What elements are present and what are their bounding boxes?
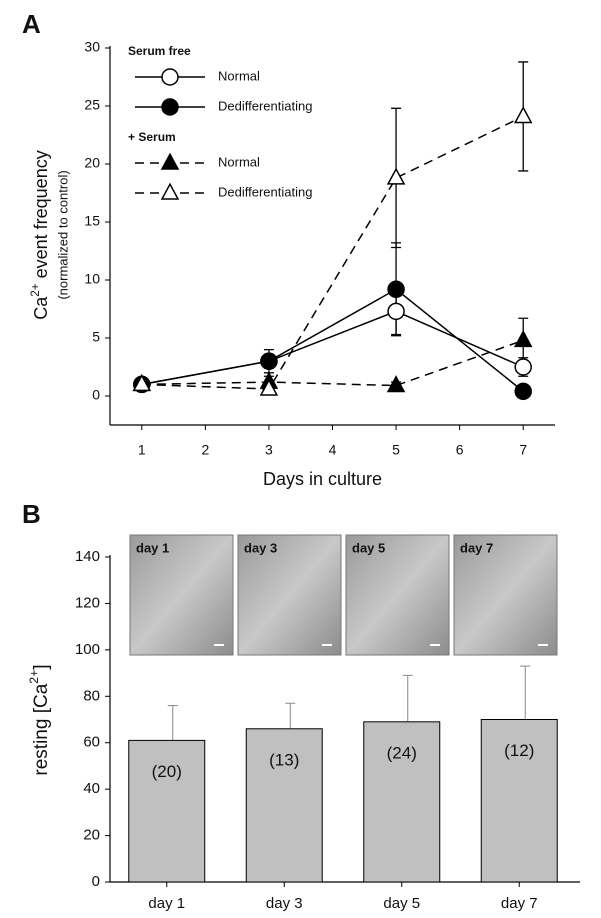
y-tick-label: 30 (84, 39, 100, 55)
scale-bar (430, 644, 440, 646)
y-tick-label: 140 (75, 548, 100, 565)
bar-n-label: (20) (152, 762, 182, 781)
y-tick-label: 15 (84, 213, 100, 229)
legend-label: Dedifferentiating (218, 184, 312, 199)
scale-bar (538, 644, 548, 646)
bar (245, 728, 323, 883)
x-tick-label: 2 (201, 442, 209, 458)
y-axis-title-part: ] (31, 664, 52, 669)
y-tick-label: 100 (75, 641, 100, 658)
series-line (141, 339, 524, 387)
y-axis-title-part: 2+ (27, 670, 41, 684)
y-tick-label: 25 (84, 97, 100, 113)
series-line (141, 288, 524, 392)
bar (363, 721, 441, 883)
x-tick-label: 4 (329, 442, 337, 458)
inset-label: day 7 (460, 540, 493, 555)
data-point (514, 358, 532, 376)
bar (128, 739, 206, 883)
panel-label: B (22, 499, 41, 529)
x-tick-label: 1 (138, 442, 146, 458)
y-axis-title-text: Ca2+ event frequency (29, 150, 51, 319)
y-axis-title: resting [Ca2+] (27, 664, 52, 775)
inset-image (345, 534, 450, 656)
data-point (132, 374, 152, 392)
y-tick-label: 0 (92, 873, 100, 890)
y-axis-title: Ca2+ event frequency (29, 150, 51, 319)
data-point (513, 106, 533, 124)
y-axis-note-text: (normalized to control) (55, 170, 70, 299)
y-axis-title-text: resting [Ca2+] (27, 664, 52, 775)
scale-bar (322, 644, 332, 646)
bar-n-label: (13) (269, 750, 299, 769)
bar-n-label: (24) (387, 743, 417, 762)
data-point (259, 378, 279, 396)
y-tick-label: 60 (83, 734, 100, 751)
x-tick-label: day 7 (501, 895, 538, 912)
y-axis-title-part: 2+ (29, 283, 42, 297)
panel-label: A (22, 9, 41, 39)
legend-marker (161, 98, 179, 116)
y-tick-label: 0 (92, 387, 100, 403)
y-tick-label: 80 (83, 687, 100, 704)
data-point (386, 167, 406, 185)
y-axis-title-part: event frequency (31, 150, 51, 283)
inset-label: day 3 (244, 540, 277, 555)
legend-marker (160, 152, 180, 170)
inset-image (129, 534, 234, 656)
y-tick-label: 120 (75, 594, 100, 611)
y-axis-title-part: resting [Ca (31, 683, 52, 775)
legend-group-title: Serum free (128, 44, 191, 58)
data-point (514, 382, 532, 401)
x-tick-label: day 5 (383, 895, 420, 912)
data-point (386, 375, 406, 393)
y-tick-label: 20 (84, 155, 100, 171)
legend-label: Normal (218, 154, 260, 169)
legend-marker (161, 68, 179, 86)
y-axis-title-part: Ca (31, 296, 51, 320)
data-point (260, 352, 278, 370)
data-point (513, 329, 533, 348)
data-point (387, 302, 405, 321)
x-tick-label: 3 (265, 442, 273, 458)
series-line (141, 115, 524, 390)
inset-label: day 5 (352, 540, 385, 555)
x-tick-label: day 1 (148, 895, 185, 912)
y-tick-label: 10 (84, 271, 100, 287)
y-tick-label: 40 (83, 780, 100, 797)
x-axis-title: Days in culture (263, 469, 382, 489)
data-point (387, 280, 405, 299)
legend-group-title: + Serum (128, 130, 176, 144)
inset-label: day 1 (136, 540, 169, 555)
x-tick-label: 7 (519, 442, 527, 458)
legend-label: Dedifferentiating (218, 98, 312, 113)
x-tick-label: day 3 (266, 895, 303, 912)
scale-bar (214, 644, 224, 646)
y-tick-label: 20 (83, 827, 100, 844)
x-tick-label: 5 (392, 442, 400, 458)
bar-n-label: (12) (504, 741, 534, 760)
y-axis-note: (normalized to control) (55, 170, 70, 299)
x-tick-label: 6 (456, 442, 464, 458)
y-tick-label: 5 (92, 329, 100, 345)
legend-marker (160, 182, 180, 200)
inset-image (453, 534, 558, 656)
inset-image (237, 534, 342, 656)
legend-label: Normal (218, 68, 260, 83)
